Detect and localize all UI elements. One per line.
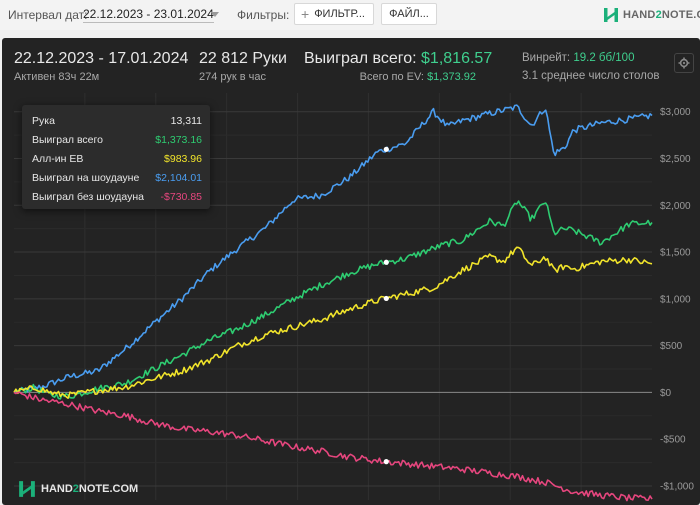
tooltip-row: Рука 13,311 <box>32 115 202 133</box>
brand-name: HAND2NOTE.COM <box>623 9 700 21</box>
interval-label: Интервал дат: <box>8 8 88 22</box>
hand2note-logo-icon <box>604 8 618 22</box>
summary-winrate: Винрейт: 19.2 бб/100 <box>522 52 635 64</box>
tooltip-row-value: $983.96 <box>164 153 202 165</box>
series-line-showdown <box>13 104 653 394</box>
series-line-non_showdown <box>13 391 653 502</box>
y-tick-label: $3,000 <box>660 107 691 118</box>
chart-tooltip: Рука 13,311 Выиграл всего $1,373.16 Алл-ин E… <box>22 105 210 209</box>
plus-icon: + <box>301 6 310 22</box>
tooltip-row: Выиграл всего $1,373.16 <box>32 134 202 152</box>
hand2note-logo-icon <box>19 481 35 497</box>
tooltip-row: Выиграл без шоудауна -$730.85 <box>32 191 202 209</box>
cursor-point-showdown <box>383 146 389 152</box>
y-tick-label: $2,000 <box>660 201 691 212</box>
tooltip-row: Выиграл на шоудауне $2,104.01 <box>32 172 202 190</box>
watermark-brand-name: HAND2NOTE.COM <box>41 483 139 495</box>
summary-active-time: Активен 83ч 22м <box>14 71 100 83</box>
settings-button[interactable] <box>674 53 694 73</box>
y-tick-label: $0 <box>660 388 672 399</box>
tooltip-row-label: Выиграл на шоудауне <box>32 172 140 184</box>
summary-won-total: Выиграл всего: $1,816.57 <box>304 50 493 67</box>
y-tick-label: -$1,000 <box>660 481 694 492</box>
filter-button[interactable]: + ФИЛЬТР... <box>294 3 374 25</box>
cursor-point-won_total <box>383 259 389 265</box>
y-tick-label: -$500 <box>660 435 686 446</box>
summary-tables: 3.1 среднее число столов <box>522 70 660 82</box>
summary-hands-per-hour: 274 рук в час <box>199 71 267 83</box>
date-range-picker[interactable]: 22.12.2023 - 23.01.2024 <box>83 7 214 23</box>
y-tick-label: $1,000 <box>660 294 691 305</box>
tooltip-row-label: Выиграл без шоудауна <box>32 191 144 203</box>
tooltip-row-value: 13,311 <box>170 115 202 127</box>
y-tick-label: $1,500 <box>660 248 691 259</box>
filters-label: Фильтры: <box>237 8 290 22</box>
y-tick-label: $2,500 <box>660 154 691 165</box>
summary-hands: 22 812 Руки <box>199 50 287 67</box>
chevron-down-icon[interactable] <box>211 12 219 17</box>
y-tick-label: $500 <box>660 341 683 352</box>
series-line-won_total <box>13 200 653 400</box>
series-line-allin_ev <box>13 246 653 400</box>
graph-panel: 22.12.2023 - 17.01.2024 Активен 83ч 22м … <box>2 38 700 505</box>
file-button-label: ФАЙЛ... <box>389 8 429 20</box>
summary-ev: Всего по EV: $1,373.92 <box>359 71 476 83</box>
toolbar: Интервал дат: 22.12.2023 - 23.01.2024 Фи… <box>0 0 700 30</box>
summary-date-range: 22.12.2023 - 17.01.2024 <box>14 50 189 67</box>
brand-logo: HAND2NOTE.COM <box>603 6 700 24</box>
tooltip-row-label: Рука <box>32 115 55 127</box>
cursor-point-allin_ev <box>383 295 389 302</box>
gear-icon <box>678 57 690 69</box>
brand-watermark: HAND2NOTE.COM <box>18 480 138 498</box>
tooltip-row: Алл-ин EB $983.96 <box>32 153 202 171</box>
file-button[interactable]: ФАЙЛ... <box>381 3 437 25</box>
tooltip-row-label: Алл-ин EB <box>32 153 84 165</box>
tooltip-row-value: $2,104.01 <box>155 172 202 184</box>
tooltip-row-label: Выиграл всего <box>32 134 103 146</box>
filter-button-label: ФИЛЬТР... <box>314 8 365 20</box>
tooltip-row-value: $1,373.16 <box>155 134 202 146</box>
cursor-point-non_showdown <box>383 459 389 465</box>
tooltip-row-value: -$730.85 <box>160 191 202 203</box>
